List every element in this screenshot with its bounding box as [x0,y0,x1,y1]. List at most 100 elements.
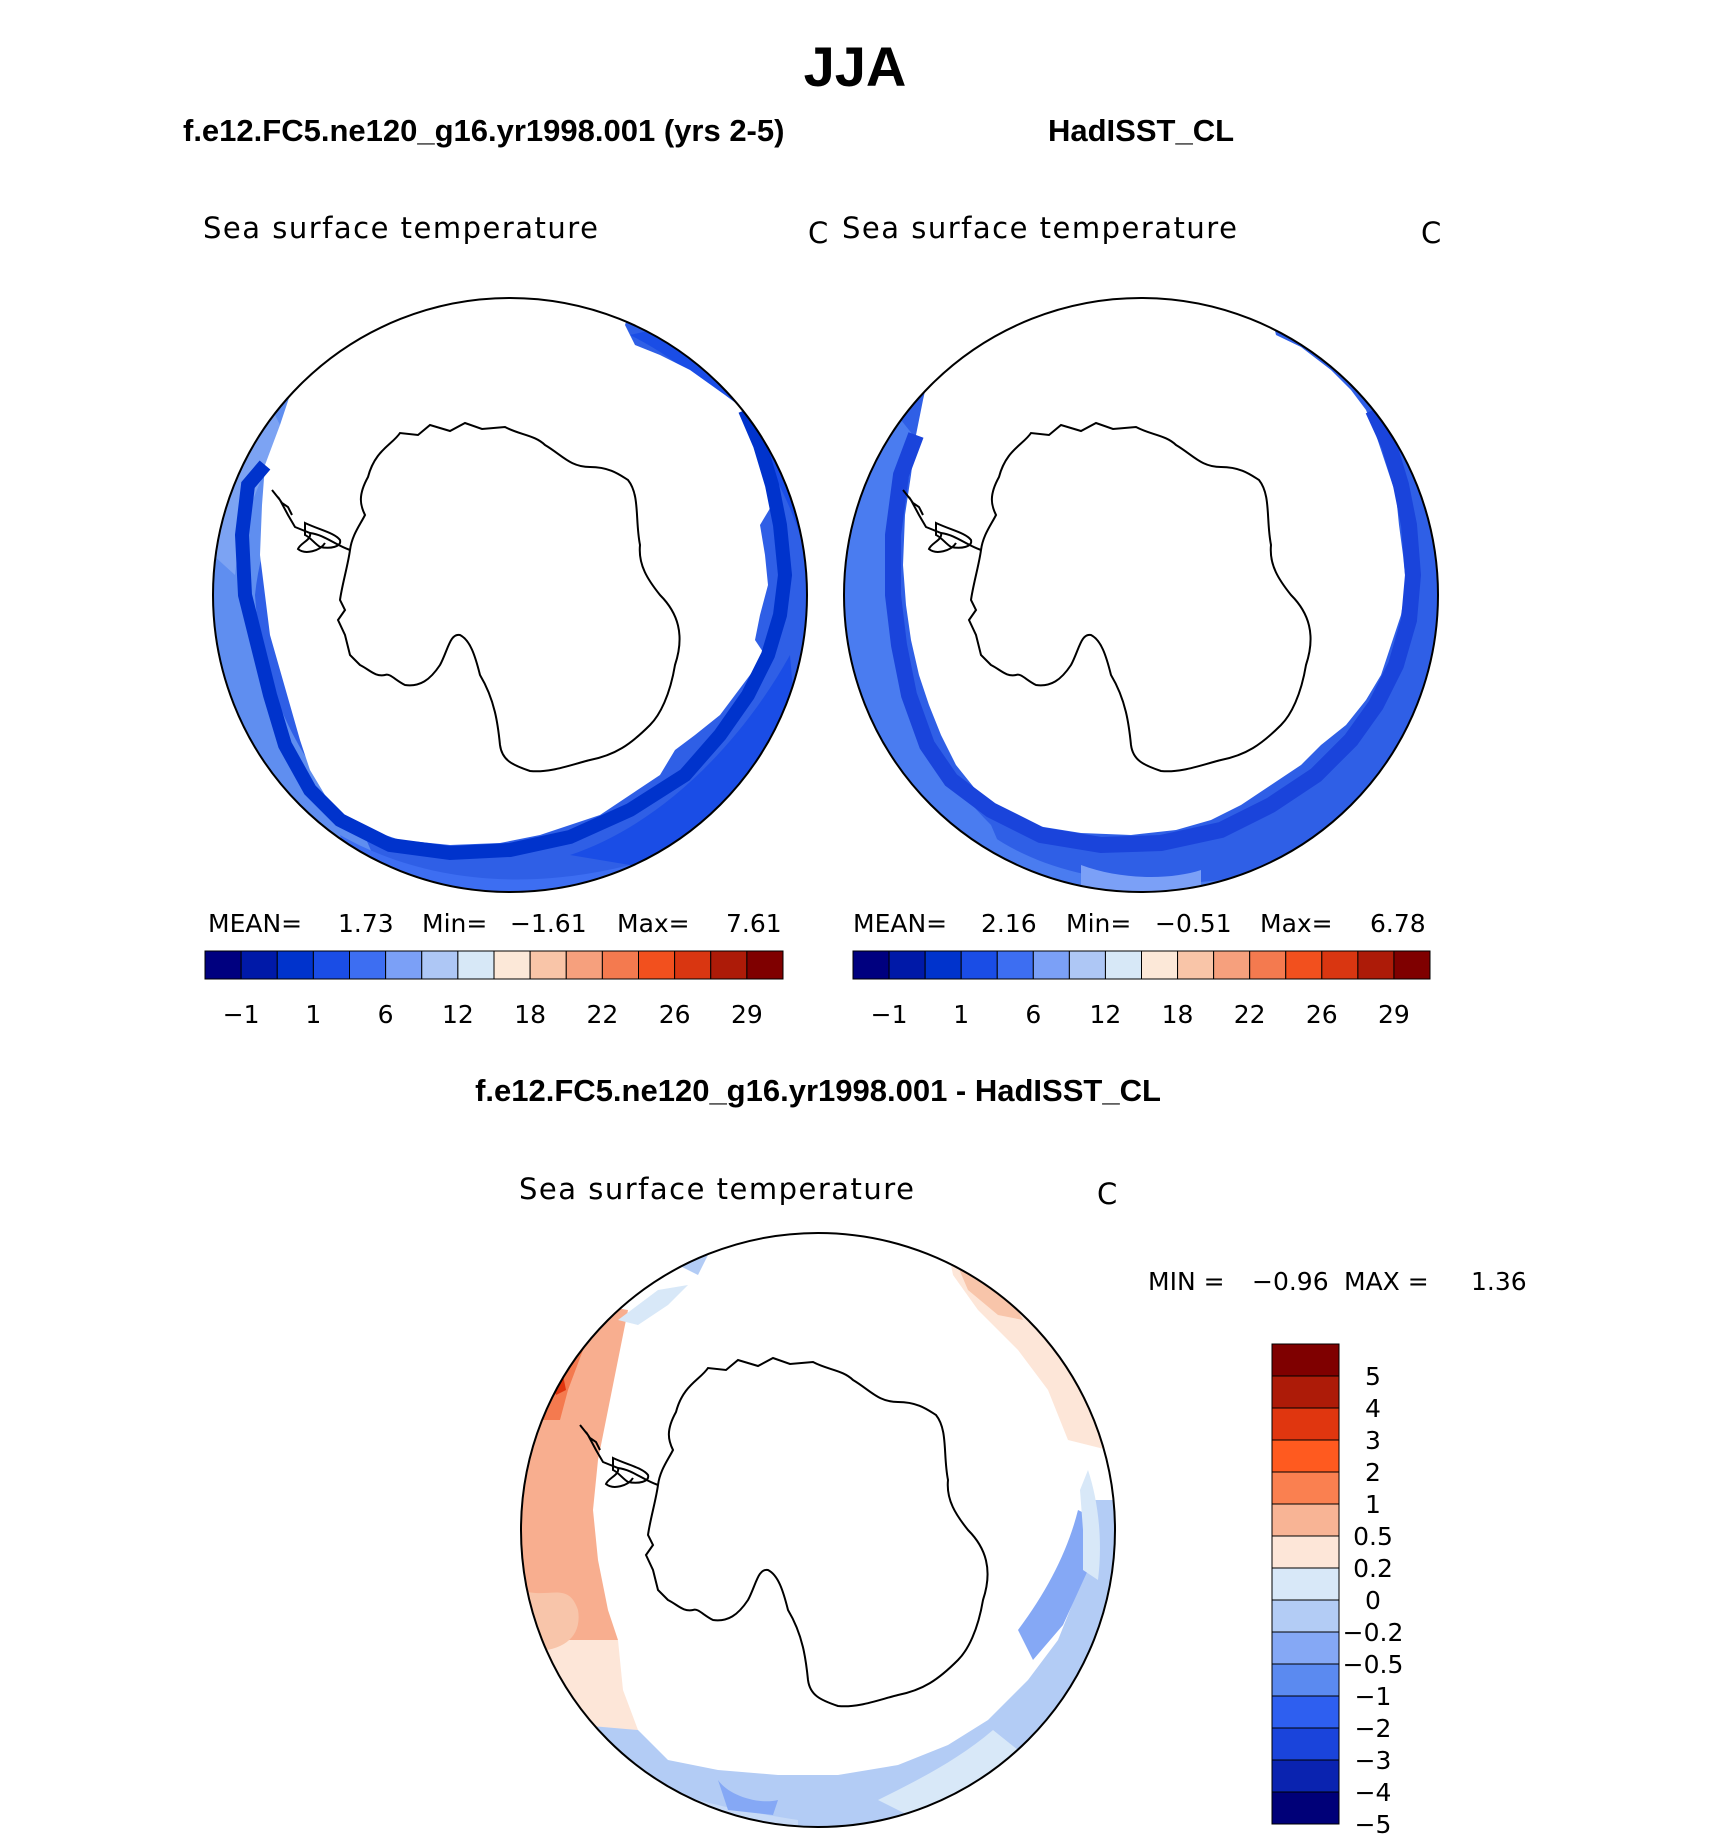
obs-mean-value: 2.16 [981,909,1037,938]
model-map-frame [212,297,808,893]
diff-colorbar: 5 4 3 2 1 0.5 0.2 0 −0.2 −0.5 −1 −2 −3 −4 −5 [1271,1343,1404,1839]
model-colorbar-swatch [204,950,242,980]
model-mean-value: 1.73 [338,909,394,938]
diff-colorbar-swatch [1271,1535,1340,1569]
obs-colorbar-tick-label: 1 [953,1000,969,1029]
diff-colorbar-tick-label: 1 [1365,1490,1381,1519]
model-case-title: f.e12.FC5.ne120_g16.yr1998.001 (yrs 2-5) [183,113,784,148]
diff-min-value: −0.96 [1252,1267,1329,1296]
diff-colorbar-tick-label: −3 [1355,1746,1392,1775]
diff-colorbar-swatch [1271,1375,1340,1409]
obs-colorbar-swatch [924,950,962,980]
obs-map-frame [843,297,1439,893]
obs-colorbar-swatch [888,950,926,980]
model-colorbar-swatch [565,950,603,980]
obs-colorbar-swatch [1249,950,1287,980]
diff-colorbar-swatch [1271,1503,1340,1537]
model-colorbar-swatch [457,950,495,980]
obs-colorbar: −1 1 6 12 18 22 26 29 [852,950,1431,1029]
diff-max-label: MAX = [1344,1267,1429,1296]
model-colorbar-swatch [529,950,567,980]
diff-variable-label: Sea surface temperature [519,1172,915,1206]
diff-stats: MIN = −0.96 MAX = 1.36 [1148,1267,1527,1296]
obs-colorbar-swatch [1321,950,1359,980]
model-colorbar-tick-label: 26 [659,1000,691,1029]
model-colorbar-swatch [312,950,350,980]
obs-colorbar-tick-label: 22 [1234,1000,1266,1029]
diff-polar-map [520,1232,1116,1828]
diff-colorbar-tick-label: −4 [1355,1778,1392,1807]
diff-colorbar-tick-label: 3 [1365,1426,1381,1455]
diff-colorbar-tick-label: 5 [1365,1362,1381,1391]
model-min-label: Min= [422,909,487,938]
model-colorbar-tick-label: −1 [223,1000,260,1029]
obs-colorbar-swatch [1357,950,1395,980]
model-units-label: C [808,216,828,250]
model-colorbar-swatch [276,950,314,980]
obs-colorbar-swatch [1068,950,1106,980]
model-polar-map [212,297,808,893]
obs-colorbar-tick-label: 6 [1025,1000,1041,1029]
model-max-label: Max= [617,909,690,938]
model-colorbar-tick-label: 12 [442,1000,474,1029]
model-stats-row: MEAN= 1.73 Min= −1.61 Max= 7.61 [208,909,782,938]
obs-colorbar-swatch [996,950,1034,980]
model-colorbar-tick-label: 1 [305,1000,321,1029]
obs-colorbar-swatch [1141,950,1179,980]
diff-colorbar-swatch [1271,1567,1340,1601]
diff-panel: f.e12.FC5.ne120_g16.yr1998.001 - HadISST… [475,1073,1527,1839]
model-colorbar: −1 1 6 12 18 22 26 29 [204,950,784,1029]
obs-colorbar-swatch [852,950,890,980]
diff-colorbar-swatch [1271,1471,1340,1505]
obs-colorbar-tick-label: −1 [871,1000,908,1029]
diff-colorbar-swatch [1271,1439,1340,1473]
obs-colorbar-swatch [960,950,998,980]
diff-max-value: 1.36 [1471,1267,1527,1296]
diff-colorbar-tick-label: −0.2 [1343,1618,1404,1647]
obs-units-label: C [1421,216,1441,250]
diff-colorbar-swatch [1271,1631,1340,1665]
figure-title: JJA [804,35,907,98]
model-colorbar-tick-label: 18 [514,1000,546,1029]
model-colorbar-tick-label: 29 [731,1000,763,1029]
diff-colorbar-swatch [1271,1791,1340,1825]
diff-colorbar-swatch [1271,1343,1340,1377]
diff-map-frame [520,1232,1116,1828]
model-colorbar-swatch [493,950,531,980]
diff-case-title: f.e12.FC5.ne120_g16.yr1998.001 - HadISST… [475,1073,1161,1108]
diff-colorbar-tick-label: 2 [1365,1458,1381,1487]
diff-min-label: MIN = [1148,1267,1225,1296]
obs-colorbar-tick-label: 18 [1162,1000,1194,1029]
diff-colorbar-swatch [1271,1407,1340,1441]
model-colorbar-tick-label: 6 [378,1000,394,1029]
diff-colorbar-swatch [1271,1759,1340,1793]
model-colorbar-tick-label: 22 [586,1000,618,1029]
obs-colorbar-swatch [1393,950,1431,980]
obs-max-value: 6.78 [1370,909,1426,938]
diff-colorbar-tick-label: 0.5 [1353,1522,1393,1551]
obs-stats-row: MEAN= 2.16 Min= −0.51 Max= 6.78 [853,909,1426,938]
diff-colorbar-swatch [1271,1695,1340,1729]
model-colorbar-swatch [674,950,712,980]
diff-colorbar-tick-label: 4 [1365,1394,1381,1423]
diff-colorbar-swatch [1271,1599,1340,1633]
obs-max-label: Max= [1260,909,1333,938]
model-colorbar-swatch [638,950,676,980]
obs-colorbar-tick-label: 29 [1378,1000,1410,1029]
model-variable-label: Sea surface temperature [203,211,599,245]
model-mean-label: MEAN= [208,909,302,938]
diff-colorbar-tick-label: −0.5 [1343,1650,1404,1679]
obs-min-label: Min= [1066,909,1131,938]
obs-panel: HadISST_CL Sea surface temperature C MEA… [842,113,1441,1029]
model-min-value: −1.61 [510,909,587,938]
model-colorbar-swatch [421,950,459,980]
model-colorbar-swatch [746,950,784,980]
diff-colorbar-tick-label: −2 [1355,1714,1392,1743]
obs-colorbar-tick-label: 12 [1090,1000,1122,1029]
diff-colorbar-tick-label: −5 [1355,1810,1392,1839]
obs-mean-label: MEAN= [853,909,947,938]
obs-colorbar-tick-label: 26 [1306,1000,1338,1029]
model-colorbar-swatch [240,950,278,980]
diff-colorbar-swatch [1271,1727,1340,1761]
